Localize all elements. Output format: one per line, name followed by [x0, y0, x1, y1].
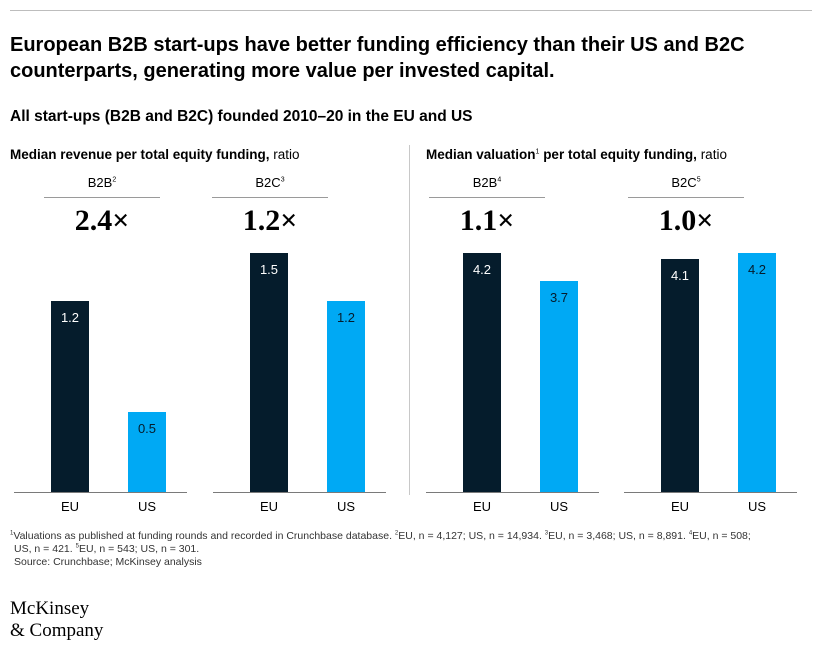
panel-title-valuation-sup: 1 [535, 148, 540, 156]
valuation-b2b-xtick-eu: EU [472, 499, 492, 514]
valuation-b2c-xtick-us: US [747, 499, 767, 514]
headline-line-2: counterparts, generating more value per … [10, 60, 555, 82]
revenue-b2c-group-rule [212, 197, 328, 198]
footnote-text-6: EU, n = 543; US, n = 301. [78, 543, 200, 555]
valuation-b2c-value-us: 4.2 [747, 262, 767, 277]
revenue-b2c-value-us: 1.2 [336, 310, 356, 325]
logo-line-2: & Company [10, 620, 104, 641]
footnote: 1Valuations as published at funding roun… [10, 530, 810, 569]
revenue-b2b-xtick-us: US [137, 499, 157, 514]
footnote-sup-1: 1 [10, 530, 14, 537]
valuation-b2b-group-rule [429, 197, 545, 198]
headline: European B2B start-ups have better fundi… [10, 32, 810, 84]
panel-title-valuation-unit: ratio [696, 147, 727, 162]
valuation-b2c-ratio: 1.0× [658, 204, 714, 237]
panel-title-valuation-bold-2: per total equity funding, [539, 147, 697, 162]
valuation-b2b-group-sup: 4 [497, 176, 502, 184]
revenue-b2b-bar-us [128, 412, 166, 492]
revenue-b2c-baseline [213, 492, 386, 493]
footnote-sup-5: 5 [75, 543, 79, 550]
valuation-b2c-bar-us [738, 253, 776, 492]
footnote-line-1: 1Valuations as published at funding roun… [10, 530, 810, 543]
valuation-b2c-value-eu: 4.1 [670, 268, 690, 283]
revenue-b2b-baseline [14, 492, 187, 493]
revenue-b2c-bar-eu [250, 253, 288, 492]
footnote-text-1: Valuations as published at funding round… [13, 530, 395, 542]
revenue-b2c-group-label: B2C3 [255, 175, 285, 190]
revenue-b2b-group-sup: 2 [112, 176, 117, 184]
footnote-text-3: EU, n = 3,468; US, n = 8,891. [548, 530, 689, 542]
footnote-sup-4: 4 [688, 530, 693, 537]
panel-title-revenue: Median revenue per total equity funding,… [10, 147, 300, 162]
revenue-b2b-value-us: 0.5 [137, 421, 157, 436]
revenue-b2b-group-label: B2B2 [87, 175, 117, 190]
footnote-line-2: US, n = 421. 5EU, n = 543; US, n = 301. [10, 543, 810, 556]
valuation-b2b-xtick-us: US [549, 499, 569, 514]
panel-title-valuation-bold: Median valuation [426, 147, 536, 162]
mckinsey-logo: McKinsey & Company [10, 598, 103, 642]
valuation-b2c-xtick-eu: EU [670, 499, 690, 514]
panel-title-revenue-bold: Median revenue per total equity funding, [10, 147, 270, 162]
footnote-text-4: EU, n = 508; [692, 530, 751, 542]
footnote-sup-3: 3 [544, 530, 549, 537]
footnote-source: Source: Crunchbase; McKinsey analysis [14, 556, 202, 568]
valuation-b2c-group-sup: 5 [696, 176, 701, 184]
revenue-b2c-xtick-eu: EU [259, 499, 279, 514]
revenue-b2b-ratio: 2.4× [74, 204, 130, 237]
revenue-b2c-group-sup: 3 [280, 176, 285, 184]
revenue-b2b-value-eu: 1.2 [60, 310, 80, 325]
revenue-b2c-ratio: 1.2× [242, 204, 298, 237]
revenue-b2b-xtick-eu: EU [60, 499, 80, 514]
revenue-b2b-group-rule [44, 197, 160, 198]
valuation-b2b-bar-us [540, 281, 578, 492]
valuation-b2c-baseline [624, 492, 797, 493]
revenue-b2b-bar-eu [51, 301, 89, 492]
valuation-b2c-bar-eu [661, 259, 699, 492]
revenue-b2c-value-eu: 1.5 [259, 262, 279, 277]
valuation-b2b-group-label: B2B4 [472, 175, 502, 190]
footnote-text-2: EU, n = 4,127; US, n = 14,934. [398, 530, 545, 542]
subhead: All start-ups (B2B and B2C) founded 2010… [10, 108, 473, 125]
footnote-text-5: US, n = 421. [14, 543, 76, 555]
valuation-b2b-value-eu: 4.2 [472, 262, 492, 277]
valuation-b2b-ratio: 1.1× [459, 204, 515, 237]
valuation-b2b-baseline [426, 492, 599, 493]
revenue-b2c-xtick-us: US [336, 499, 356, 514]
panel-title-revenue-unit: ratio [269, 147, 300, 162]
valuation-b2c-group-label: B2C5 [671, 175, 701, 190]
revenue-b2c-bar-us [327, 301, 365, 492]
headline-line-1: European B2B start-ups have better fundi… [10, 34, 745, 56]
panel-divider [409, 145, 410, 495]
valuation-b2b-bar-eu [463, 253, 501, 492]
footnote-sup-2: 2 [394, 530, 399, 537]
logo-line-1: McKinsey [10, 598, 90, 619]
top-rule [10, 10, 812, 11]
panel-title-valuation: Median valuation1 per total equity fundi… [426, 147, 727, 162]
valuation-b2c-group-rule [628, 197, 744, 198]
valuation-b2b-value-us: 3.7 [549, 290, 569, 305]
